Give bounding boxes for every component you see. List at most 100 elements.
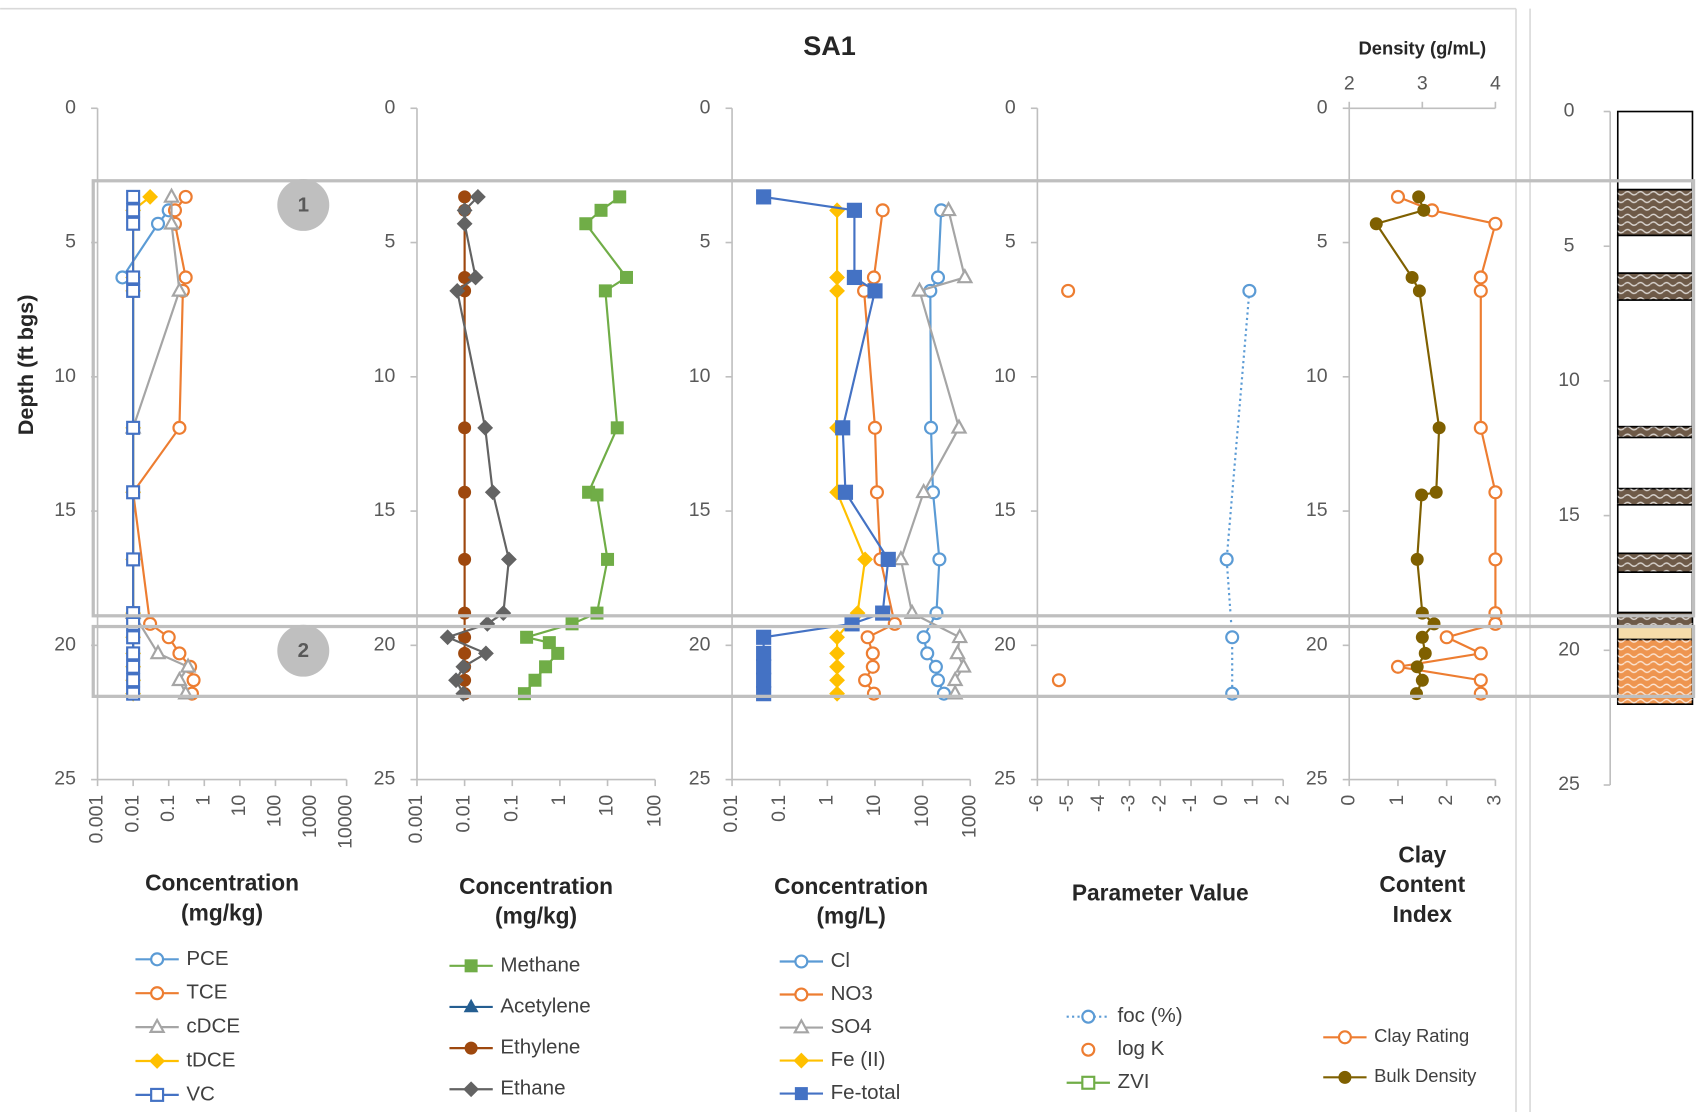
marker [875,203,890,218]
marker [126,216,141,231]
marker [867,283,883,299]
marker [448,672,464,689]
marker [835,420,851,436]
layer-hatch [1617,488,1693,505]
marker [829,282,845,299]
y-tick-label: 25 [54,768,76,790]
marker [1219,552,1234,567]
zone-box [91,179,1696,618]
marker [142,188,159,205]
chart-title: SA1 [803,31,856,61]
marker [178,270,193,285]
x-tick-label: 1 [1386,795,1408,806]
marker [1415,488,1429,502]
marker [756,645,772,661]
marker [928,659,943,674]
legend-marker [793,1052,810,1069]
legend-marker [464,959,478,973]
marker [911,281,928,297]
marker [1488,552,1503,567]
legend-label: Fe (II) [831,1048,886,1071]
x-tick-label: 0 [1210,795,1232,806]
layer [1616,436,1694,490]
marker [126,616,141,631]
x-tick-label: 0.001 [86,795,108,844]
marker [1473,420,1488,435]
x-tick-label: -5 [1056,795,1078,812]
legend-label: Bulk Density [1374,1065,1477,1086]
y-tick-label: 20 [54,633,76,655]
marker [857,551,874,568]
y-tick-label: 15 [1558,504,1580,526]
y-tick-label: 5 [1564,234,1575,256]
marker [590,606,604,620]
marker [1432,421,1446,435]
marker [923,420,939,435]
marker [149,643,167,660]
x2-tick-label: 2 [1344,73,1355,95]
y-tick-label: 10 [374,365,396,387]
y-tick-label: 20 [1558,638,1580,660]
marker [126,283,141,298]
zone-label: 1 [298,193,309,216]
x-tick-label: 2 [1271,795,1293,806]
x2-axis-title: Density (g/mL) [1358,38,1486,59]
marker [126,659,141,674]
y-tick-label: 20 [689,633,711,655]
x-tick-label: -6 [1026,795,1048,812]
marker [915,482,933,499]
legend-marker [1081,1009,1096,1024]
marker [590,488,604,502]
marker [458,421,472,435]
x-tick-label: 0.1 [768,795,790,822]
marker [126,420,141,435]
marker [458,485,472,499]
y-tick-label: 5 [65,231,76,253]
x-tick-label: 1000 [299,795,321,838]
y-tick-label: 20 [1306,633,1328,655]
marker [469,188,486,205]
legend-marker [463,998,479,1013]
marker [1473,283,1488,298]
marker [1439,630,1454,645]
x-axis-title: Index [1393,901,1453,927]
legend-marker [794,987,809,1002]
marker [865,646,880,661]
marker [1415,673,1429,687]
marker [126,203,141,218]
legend-label: Clay Rating [1374,1025,1469,1046]
x-tick-label: 1 [192,795,214,806]
marker [520,630,534,644]
marker [458,646,472,660]
marker [1390,659,1405,674]
marker [479,615,496,632]
marker [163,187,180,203]
marker [1488,216,1503,231]
x2-tick-label: 3 [1417,73,1428,95]
legend-label: Acetylene [500,994,590,1017]
y-tick-label: 20 [994,633,1016,655]
x-tick-label: 1 [548,795,570,806]
marker [458,552,472,566]
x-tick-label: 0.1 [500,795,522,822]
marker [950,418,968,434]
legend-marker [148,1017,166,1033]
legend-label: SO4 [831,1015,872,1038]
marker [867,420,883,435]
marker [542,636,556,650]
y-tick-label: 0 [700,96,711,118]
marker [126,485,141,500]
layer [1616,299,1694,428]
layer [1616,504,1694,555]
legend-label: foc (%) [1118,1004,1183,1027]
marker [956,268,974,284]
marker [955,657,972,673]
marker [620,270,633,284]
marker [756,659,772,675]
x-tick-label: 0.01 [121,795,143,833]
marker [1412,284,1426,298]
layer-hatch [1617,189,1693,236]
legend-label: PCE [186,947,228,970]
